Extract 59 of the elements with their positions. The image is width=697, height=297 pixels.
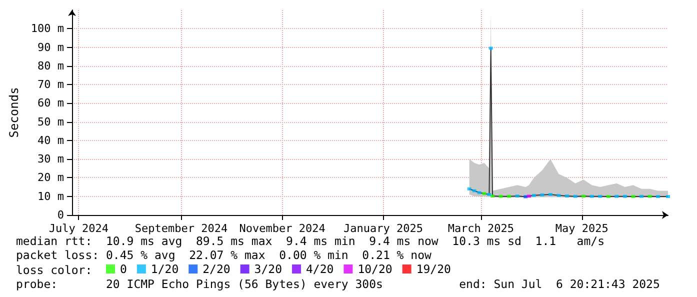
point [524,195,528,198]
legend-label: 19/20 [416,262,452,276]
point [490,194,495,198]
point [582,194,586,198]
y-tick-label: 80 m [38,59,64,72]
legend-label: 0 [120,262,127,276]
point [488,46,493,50]
point [507,194,512,198]
legend-label: 3/20 [254,262,282,276]
line-series [468,48,668,198]
point [614,194,619,198]
y-tick-label: 90 m [38,40,64,54]
x-tick-label: September 2024 [134,222,228,235]
point [556,194,561,197]
text: median rtt: 10.9 ms avg 89.5 ms max 9.4 ms min 9.4 ms now 10.3 ms sd 1.1 am/s [16,234,605,248]
point [477,191,482,194]
point [573,194,578,198]
y-tick-label: 50 m [38,115,64,128]
y-tick-label: 100 m [30,22,64,36]
text: probe: 20 ICMP Echo Pings (56 Bytes) every 300s end: Sun Jul 6 20:21:43 2025 [16,277,660,291]
point [482,192,486,196]
x-tick-label: July 2024 [48,222,109,235]
text: packet loss: 0.45 % avg 22.07 % max 0.00 % min 0.21 % now [16,248,432,262]
y-tick-label: 0 [57,208,64,222]
point [532,194,536,197]
point [622,194,627,198]
y-tick-label: 10 m [38,190,64,203]
y-tick-label: 60 m [38,96,64,110]
point [540,193,544,196]
legend-label: 4/20 [306,262,334,276]
point [548,193,552,196]
point [472,189,476,192]
point [467,187,472,190]
x-tick-label: November 2024 [239,222,326,235]
point [640,194,644,198]
x-tick-label: March 2025 [448,222,514,235]
point [648,194,652,198]
y-tick-label: 20 m [38,171,64,184]
point [526,194,531,198]
point [631,195,636,198]
point [666,195,670,198]
legend-title: loss color: [16,263,92,277]
y-tick-label: 40 m [38,134,64,147]
x-tick-label: January 2025 [344,222,423,235]
y-axis-title: Seconds [7,87,21,138]
point [487,193,492,196]
legend-label: 10/20 [358,262,392,276]
legend-label: 2/20 [202,262,230,276]
x-tick-label: May 2025 [555,222,608,235]
point [498,194,503,198]
point [598,194,602,198]
point [565,194,570,198]
legend-label: 1/20 [150,262,179,276]
y-tick-label: 30 m [38,152,64,166]
point [515,194,520,198]
point [606,195,610,198]
point [590,194,594,198]
y-tick-label: 70 m [38,78,64,92]
point [656,195,660,198]
